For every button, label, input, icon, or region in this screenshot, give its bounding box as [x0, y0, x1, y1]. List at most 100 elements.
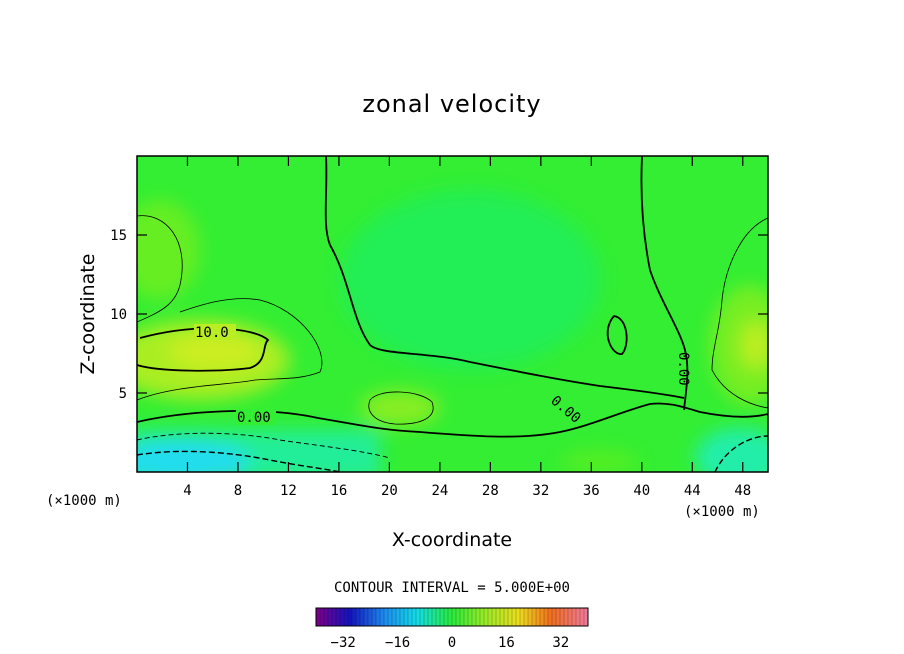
colorbar-cell: [352, 608, 357, 626]
contour-0-loop: [606, 315, 628, 355]
positive-region-right: [710, 285, 768, 405]
colorbar-cell: [504, 608, 509, 626]
contour-label-0: 0.00: [237, 410, 271, 426]
colorbar-frame: [315, 607, 589, 627]
x-tick-label: 16: [330, 483, 347, 499]
x-tick-label: 48: [734, 483, 751, 499]
colorbar-cell: [496, 608, 501, 626]
colorbar-cell: [568, 608, 573, 626]
colorbar: [315, 607, 589, 627]
positive-core-right: [740, 321, 768, 369]
colorbar-cell: [552, 608, 557, 626]
colorbar-cell: [384, 608, 389, 626]
colorbar-cell: [328, 608, 333, 626]
colorbar-cell: [404, 608, 409, 626]
negative-core-left: [137, 440, 250, 472]
negative-region-right: [695, 428, 768, 472]
colorbar-cell: [420, 608, 425, 626]
colorbar-cell: [492, 608, 497, 626]
contour-0-left-branch: [324, 156, 685, 399]
colorbar-cell: [416, 608, 421, 626]
colorbar-tick-label: 0: [448, 635, 456, 651]
contour-label-10: 10.0: [195, 325, 229, 341]
x-tick-label: 32: [532, 483, 549, 499]
contour-0-right-branch: [640, 156, 689, 411]
x-tick-label: 28: [482, 483, 499, 499]
colorbar-cell: [524, 608, 529, 626]
colorbar-cell: [456, 608, 461, 626]
colorbar-cell: [544, 608, 549, 626]
contour-neg5: [137, 432, 391, 459]
colorbar-cell: [316, 608, 321, 626]
colorbar-cell: [472, 608, 477, 626]
colorbar-cell: [432, 608, 437, 626]
colorbar-cell: [448, 608, 453, 626]
chart-title: zonal velocity: [362, 90, 541, 118]
colorbar-cell: [476, 608, 481, 626]
x-axis-label: X-coordinate: [392, 529, 512, 551]
colorbar-cell: [572, 608, 577, 626]
colorbar-cell: [336, 608, 341, 626]
colorbar-cell: [532, 608, 537, 626]
positive-region-center: [360, 390, 440, 426]
colorbar-cell: [376, 608, 381, 626]
colorbar-cell: [464, 608, 469, 626]
x-tick-label: 40: [633, 483, 650, 499]
colorbar-cell: [512, 608, 517, 626]
colorbar-cell: [484, 608, 489, 626]
colorbar-cell: [508, 608, 513, 626]
contour-5-left: [137, 298, 323, 401]
colorbar-cell: [372, 608, 377, 626]
colorbar-cell: [556, 608, 561, 626]
colorbar-cell: [536, 608, 541, 626]
colorbar-tick-label: −16: [385, 635, 410, 651]
contour-lines: [137, 156, 768, 472]
x-tick-label: 36: [583, 483, 600, 499]
colorbar-cell: [468, 608, 473, 626]
positive-region-upper-left: [137, 200, 200, 300]
colorbar-cell: [392, 608, 397, 626]
colorbar-cell: [400, 608, 405, 626]
x-unit-note: (×1000 m): [684, 504, 760, 520]
x-tick-label: 8: [234, 483, 242, 499]
y-axis-label: Z-coordinate: [77, 254, 99, 375]
colorbar-cell: [364, 608, 369, 626]
weak-negative-region: [340, 190, 600, 370]
colorbar-cell: [368, 608, 373, 626]
colorbar-cell: [360, 608, 365, 626]
colorbar-ticks: −32 −16 0 16 32: [331, 635, 570, 651]
colorbar-cell: [440, 608, 445, 626]
colorbar-cell: [516, 608, 521, 626]
colorbar-cell: [584, 608, 589, 626]
x-tick-label: 12: [280, 483, 297, 499]
colorbar-cell: [460, 608, 465, 626]
colorbar-tick-label: −32: [331, 635, 356, 651]
positive-region-bottom: [560, 450, 640, 472]
colorbar-cell: [576, 608, 581, 626]
colorbar-cell: [480, 608, 485, 626]
colorbar-cell: [528, 608, 533, 626]
colorbar-cell: [452, 608, 457, 626]
colorbar-cell: [500, 608, 505, 626]
colorbar-cell: [396, 608, 401, 626]
colorbar-cell: [424, 608, 429, 626]
y-tick-label: 10: [110, 307, 127, 323]
colorbar-cell: [540, 608, 545, 626]
contour-5-upper-left: [137, 215, 183, 323]
colorbar-cell: [444, 608, 449, 626]
contour-neg10: [137, 450, 341, 472]
colorbar-cell: [340, 608, 345, 626]
contour-label-0-vertical: 0.00: [675, 352, 691, 386]
colorbar-cell: [320, 608, 325, 626]
x-tick-label: 4: [183, 483, 191, 499]
contour-interval-label: CONTOUR INTERVAL = 5.000E+00: [334, 580, 570, 596]
colorbar-cell: [488, 608, 493, 626]
contour-label-bg: [236, 409, 276, 425]
contour-5-right: [711, 217, 768, 409]
colorbar-tick-label: 16: [498, 635, 515, 651]
colorbar-cell: [412, 608, 417, 626]
colorbar-cell: [520, 608, 525, 626]
contour-5-center: [368, 391, 434, 425]
colorbar-cell: [564, 608, 569, 626]
